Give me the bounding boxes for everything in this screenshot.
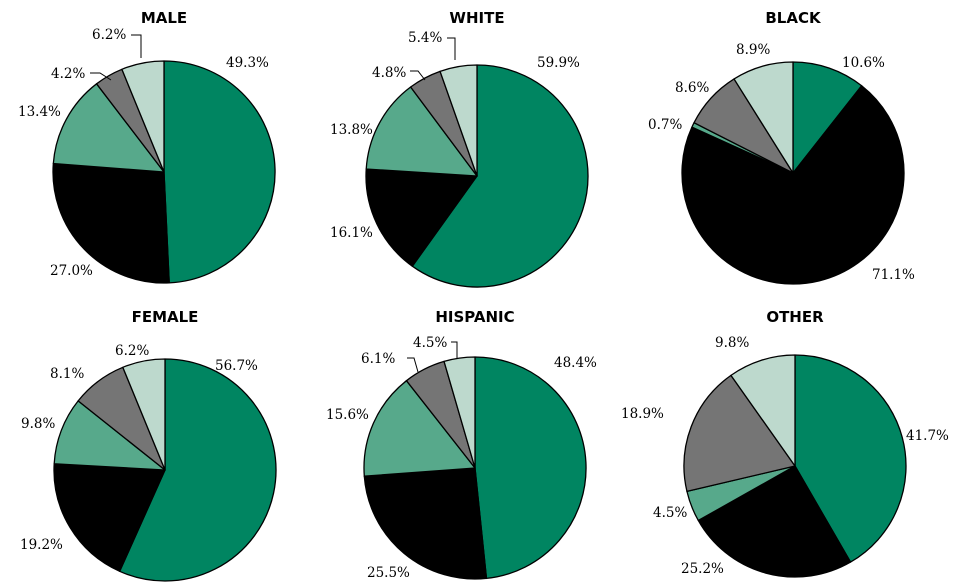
female-slice-0 [118,358,277,582]
black-label-3: 8.6% [675,80,709,96]
black-slice-1 [681,85,905,285]
hispanic-pie: HISPANIC 48.4% 25.5% 15.6% 6.1% 4.5% [326,308,597,581]
white-leader-3 [410,70,426,81]
hispanic-slice-0 [474,356,587,580]
black-label-4: 8.9% [736,42,770,58]
white-label-3: 4.8% [372,65,406,81]
white-label-4: 5.4% [408,30,442,46]
black-pie: BLACK 10.6% 71.1% 0.7% 8.6% 8.9% [648,9,915,285]
white-pie: WHITE 59.9% 16.1% 13.8% 4.8% 5.4% [330,9,589,288]
male-label-4: 6.2% [92,27,126,43]
hispanic-label-2: 15.6% [326,407,369,423]
hispanic-label-1: 25.5% [367,565,410,581]
male-slice-1 [52,162,170,284]
black-slice-0 [792,61,863,174]
hispanic-title: HISPANIC [435,308,514,326]
male-label-3: 4.2% [51,66,85,82]
white-title: WHITE [449,9,504,27]
other-label-4: 9.8% [715,335,749,351]
hispanic-slice-1 [363,467,488,580]
male-label-2: 13.4% [18,104,61,120]
white-slice-2 [365,86,478,177]
black-label-2: 0.7% [648,117,682,133]
female-slice-4 [122,358,166,471]
male-title: MALE [141,9,187,27]
hispanic-label-3: 6.1% [361,351,395,367]
male-pie: MALE 49.3% 27.0% 13.4% 4.2% 6.2% [18,9,276,284]
other-label-2: 4.5% [653,505,687,521]
female-label-0: 56.7% [215,358,258,374]
female-label-1: 19.2% [20,537,63,553]
male-label-0: 49.3% [226,55,269,71]
other-slice-1 [697,465,852,578]
hispanic-label-0: 48.4% [554,355,597,371]
white-label-1: 16.1% [330,225,373,241]
male-leader-3 [90,72,112,81]
white-leader-4 [447,37,456,60]
other-slice-0 [794,354,907,563]
white-label-2: 13.8% [330,122,373,138]
black-label-1: 71.1% [872,267,915,283]
white-slice-0 [411,64,589,288]
hispanic-slice-2 [363,380,476,477]
black-label-0: 10.6% [842,55,885,71]
other-title: OTHER [766,308,824,326]
female-label-2: 9.8% [21,416,55,432]
female-label-4: 6.2% [115,343,149,359]
female-slice-1 [53,463,166,572]
other-label-1: 25.2% [681,561,724,577]
black-slice-4 [733,61,794,174]
black-title: BLACK [765,9,822,27]
female-label-3: 8.1% [50,366,84,382]
hispanic-leader-4 [451,341,458,359]
hispanic-leader-3 [407,357,419,373]
other-pie: OTHER 41.7% 25.2% 4.5% 18.9% 9.8% [621,308,949,578]
other-label-0: 41.7% [906,428,949,444]
female-pie: FEMALE 56.7% 19.2% 9.8% 8.1% 6.2% [20,308,277,582]
white-label-0: 59.9% [537,55,580,71]
male-slice-0 [163,60,276,284]
other-slice-4 [730,354,796,467]
other-label-3: 18.9% [621,406,664,422]
female-title: FEMALE [132,308,199,326]
white-slice-4 [439,64,478,177]
male-slice-4 [121,60,165,173]
white-slice-1 [365,168,478,267]
hispanic-label-4: 4.5% [413,335,447,351]
male-slice-2 [52,83,165,173]
other-slice-3 [683,374,796,493]
male-leader-4 [131,34,142,58]
hispanic-slice-4 [443,356,476,469]
male-label-1: 27.0% [50,263,93,279]
